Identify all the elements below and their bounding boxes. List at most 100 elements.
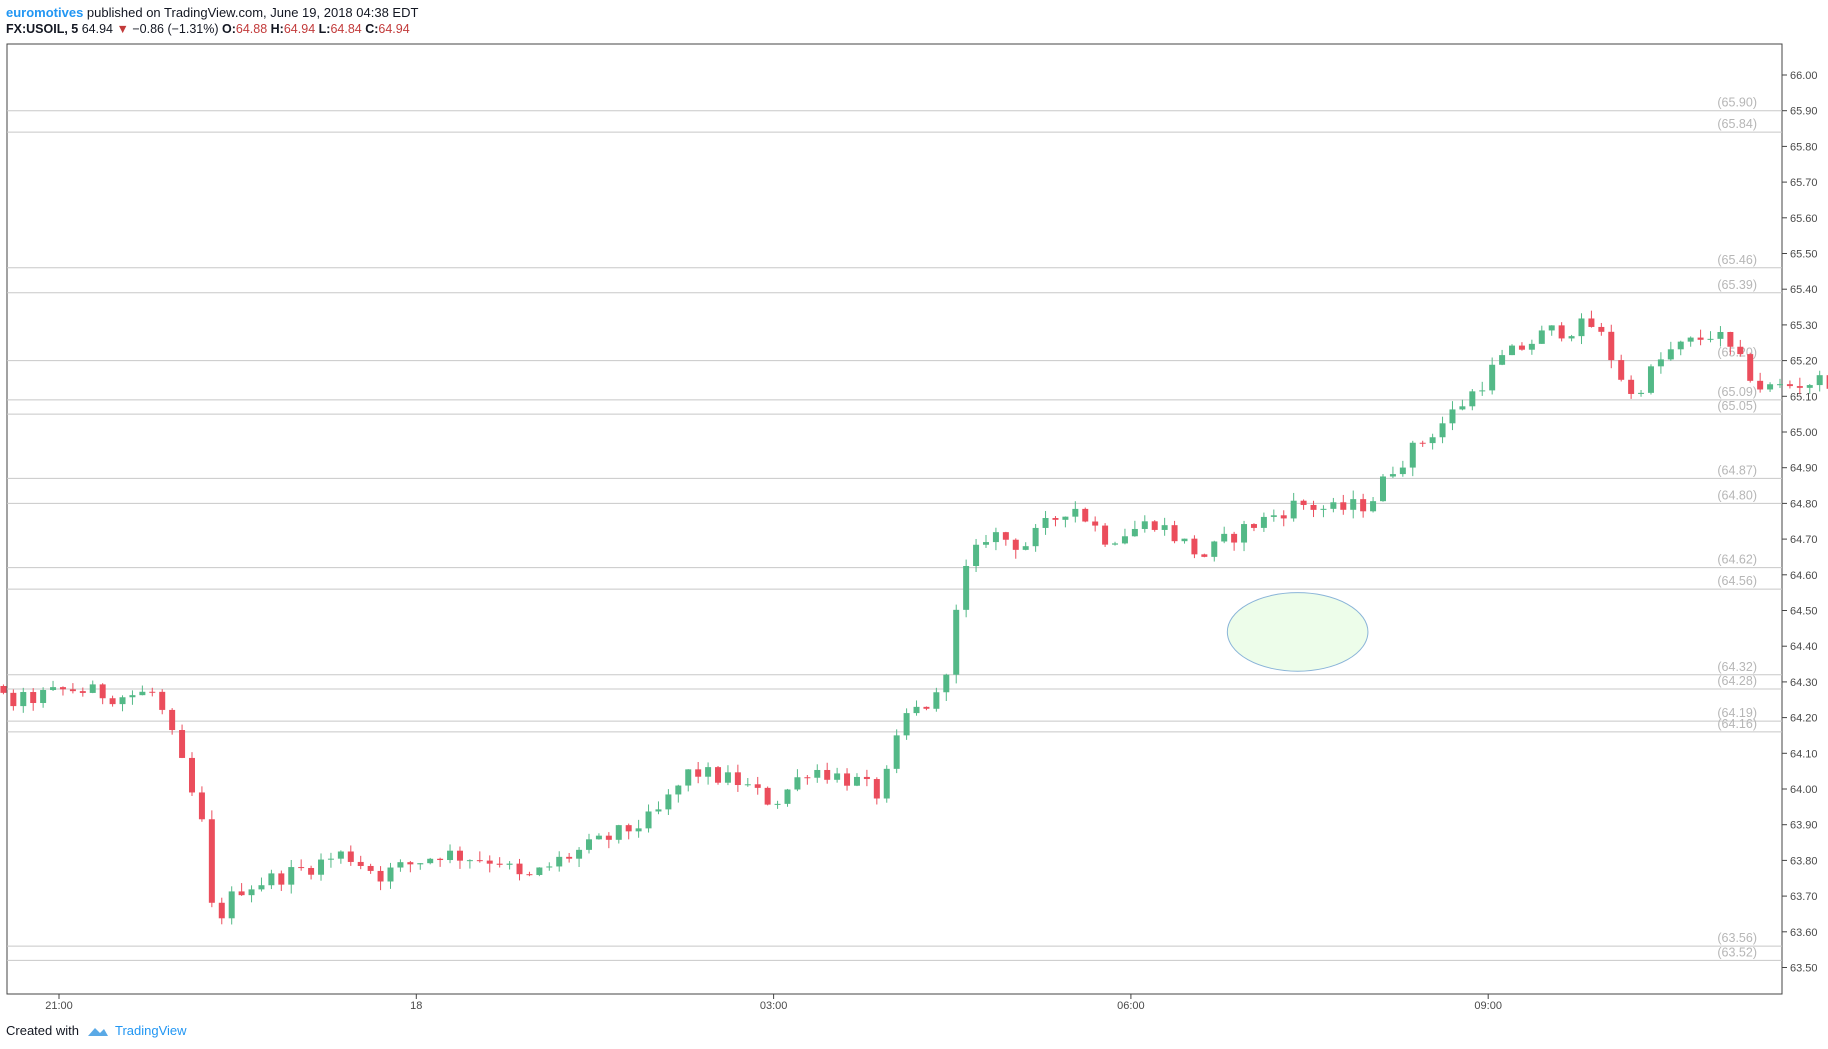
- candle: [1141, 515, 1148, 533]
- candle: [1012, 538, 1019, 559]
- candle: [546, 862, 553, 871]
- candle: [1102, 523, 1109, 547]
- candle: [1131, 520, 1138, 537]
- candle: [536, 867, 543, 877]
- candle: [198, 786, 205, 822]
- symbol-label: FX:USOIL, 5: [6, 22, 79, 36]
- candle: [417, 863, 424, 870]
- candle: [99, 683, 106, 705]
- y-tick-label: 64.30: [1790, 677, 1818, 689]
- highlight-ellipse[interactable]: [1226, 592, 1369, 672]
- candle: [1112, 541, 1119, 546]
- candle: [308, 865, 315, 880]
- candle: [1618, 354, 1625, 382]
- candle: [506, 861, 513, 870]
- candle: [188, 752, 195, 797]
- candle: [1350, 490, 1357, 519]
- candle: [556, 851, 563, 872]
- candle: [1290, 492, 1297, 522]
- candle: [1241, 520, 1248, 552]
- candle: [893, 729, 900, 774]
- candle: [1449, 401, 1456, 431]
- y-tick-label: 64.20: [1790, 713, 1818, 725]
- y-tick-label: 65.90: [1790, 106, 1818, 118]
- candle: [1737, 339, 1744, 357]
- candle: [566, 852, 573, 863]
- level-label: (65.39): [1717, 278, 1757, 292]
- candle: [139, 685, 146, 696]
- candle: [40, 687, 47, 708]
- candle: [1022, 542, 1029, 551]
- candle: [278, 870, 285, 891]
- candle: [1151, 520, 1158, 532]
- x-tick-label: 18: [410, 1000, 422, 1012]
- y-tick-label: 64.70: [1790, 534, 1818, 546]
- y-tick-label: 64.50: [1790, 606, 1818, 618]
- time-axis[interactable]: 21:001803:0006:0009:0012:0015:0018:0021:…: [45, 994, 1828, 1012]
- candle: [1280, 510, 1287, 527]
- y-tick-label: 64.40: [1790, 641, 1818, 653]
- tradingview-brand[interactable]: TradingView: [114, 1023, 187, 1038]
- candle: [347, 845, 354, 866]
- candle: [447, 844, 454, 864]
- candle: [1409, 440, 1416, 477]
- y-tick-label: 65.00: [1790, 427, 1818, 439]
- candle: [218, 897, 225, 925]
- y-tick-label: 65.50: [1790, 249, 1818, 261]
- candle: [1310, 500, 1317, 518]
- candle: [576, 847, 583, 868]
- candle: [1121, 528, 1128, 545]
- candle: [933, 687, 940, 712]
- candle: [1419, 440, 1426, 447]
- candle: [337, 850, 344, 864]
- y-tick-label: 65.60: [1790, 213, 1818, 225]
- candle: [10, 689, 17, 711]
- level-label: (65.90): [1717, 96, 1757, 110]
- low-label: L:: [318, 22, 331, 36]
- y-tick-label: 65.40: [1790, 284, 1818, 296]
- level-label: (63.56): [1717, 931, 1757, 945]
- candle: [1389, 466, 1396, 478]
- y-tick-label: 63.80: [1790, 855, 1818, 867]
- y-tick-label: 65.70: [1790, 177, 1818, 189]
- candle: [1717, 326, 1724, 347]
- candle: [724, 765, 731, 786]
- author-link[interactable]: euromotives: [6, 5, 84, 20]
- candle: [248, 885, 255, 903]
- candle: [238, 883, 245, 896]
- candle: [764, 786, 771, 806]
- chart-header: euromotives published on TradingView.com…: [6, 4, 418, 38]
- price-axis[interactable]: 66.00 65.90 65.80 65.70 65.60 65.50 65.40 65.30…: [1782, 70, 1818, 975]
- candle: [1776, 378, 1783, 388]
- candle: [397, 859, 404, 872]
- candle: [1538, 325, 1545, 344]
- candle: [1826, 375, 1828, 389]
- candle: [456, 846, 463, 869]
- candle: [437, 857, 444, 867]
- candle: [1201, 553, 1208, 558]
- y-tick-label: 63.90: [1790, 820, 1818, 832]
- price-change: −0.86 (−1.31%): [132, 22, 219, 36]
- candle: [1032, 524, 1039, 552]
- candle: [605, 832, 612, 849]
- ellipse-drawing[interactable]: [1226, 592, 1369, 672]
- candle: [427, 857, 434, 865]
- candle: [1181, 538, 1188, 544]
- candle: [516, 858, 523, 881]
- candle: [754, 776, 761, 795]
- candle: [169, 708, 176, 735]
- y-tick-label: 65.30: [1790, 320, 1818, 332]
- candle: [1429, 433, 1436, 450]
- level-label: (64.16): [1717, 717, 1757, 731]
- candle: [526, 871, 533, 877]
- candle: [982, 534, 989, 548]
- level-label: (64.32): [1717, 660, 1757, 674]
- candle: [1082, 507, 1089, 523]
- candle: [119, 695, 126, 712]
- candle: [357, 855, 364, 870]
- candle: [1608, 324, 1615, 369]
- candle: [923, 706, 930, 711]
- candle: [863, 769, 870, 787]
- candle: [109, 695, 116, 707]
